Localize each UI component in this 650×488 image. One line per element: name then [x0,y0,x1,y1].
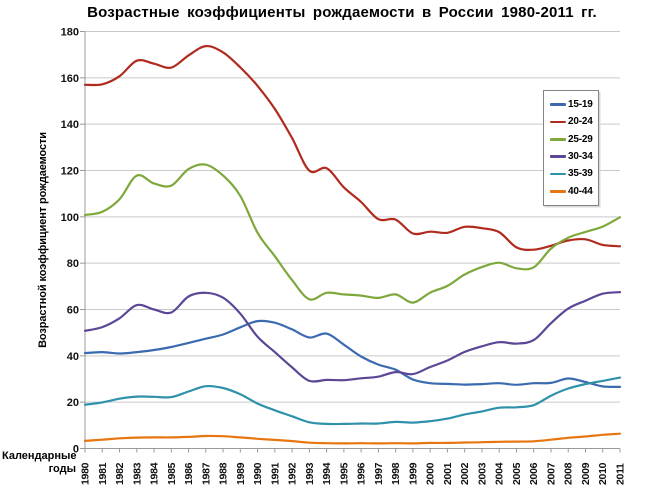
legend-swatch-30-34 [550,155,566,158]
y-tick-label: 180 [61,27,79,39]
legend-label: 40-44 [568,185,593,197]
y-tick-label: 20 [67,397,79,409]
x-axis-title-line1: Календарные [2,450,77,462]
x-tick-label: 1982 [114,462,126,485]
x-tick-label: 1986 [183,462,195,485]
x-tick-label: 1998 [390,462,402,485]
legend-item-25-29: 25-29 [550,132,598,147]
x-tick-label: 1991 [269,462,281,485]
chart-title: Возрастные коэффициенты рождаемости в Ро… [87,4,597,21]
y-tick-label: 60 [67,305,79,317]
legend-swatch-25-29 [550,138,566,141]
x-tick-label: 1996 [356,462,368,485]
y-tick-label: 120 [61,166,79,178]
x-tick-label: 2002 [459,462,471,485]
legend-swatch-15-19 [550,103,566,106]
legend-label: 25-29 [568,133,593,145]
x-tick-label: 1985 [166,462,178,485]
x-tick-label: 1992 [287,462,299,485]
x-tick-label: 2004 [494,462,506,485]
x-tick-label: 2006 [528,462,540,485]
y-tick-label: 40 [67,351,79,363]
x-tick-label: 2011 [615,463,627,485]
legend-item-35-39: 35-39 [550,166,598,181]
x-tick-label: 1989 [235,462,247,485]
legend-label: 30-34 [568,151,593,163]
legend: 15-19 20-24 25-29 30-34 35-39 40-44 [543,90,599,206]
x-tick-label: 1993 [304,462,316,485]
legend-label: 15-19 [568,99,593,111]
x-tick-label: 2005 [511,462,523,485]
x-tick-label: 2007 [545,462,557,485]
x-tick-label: 1981 [97,462,109,485]
x-tick-label: 2008 [563,462,575,485]
y-tick-label: 160 [61,73,79,85]
series-line-40-44 [83,432,622,445]
y-tick-label: 100 [61,212,79,224]
x-tick-label: 2001 [442,462,454,485]
legend-item-30-34: 30-34 [550,149,598,164]
x-tick-label: 2009 [580,462,592,485]
x-axis-title: Календарные годы [2,450,77,476]
y-tick-label: 140 [61,119,79,131]
series-line-15-19 [83,319,622,389]
x-tick-label: 1999 [407,462,419,485]
x-tick-label: 1988 [218,462,230,485]
y-tick-label: 0 [73,444,79,456]
legend-item-15-19: 15-19 [550,97,598,112]
x-axis-title-line2: годы [48,463,76,475]
x-tick-label: 2010 [597,462,609,485]
legend-swatch-35-39 [550,172,566,176]
x-tick-label: 2000 [425,462,437,485]
series-line-35-39 [83,376,622,426]
y-tick-label: 80 [67,258,79,270]
legend-item-40-44: 40-44 [550,184,598,199]
x-tick-label: 1984 [149,462,161,485]
x-tick-label: 1997 [373,462,385,485]
legend-swatch-20-24 [550,120,566,124]
series-line-30-34 [83,291,622,383]
legend-label: 35-39 [568,168,593,180]
legend-label: 20-24 [568,116,593,128]
x-tick-label: 1994 [321,462,333,485]
x-tick-label: 1987 [200,462,212,485]
series-line-25-29 [83,163,622,304]
x-tick-label: 1995 [338,462,350,485]
series-line-20-24 [83,44,622,251]
x-tick-label: 2003 [476,462,488,485]
x-tick-label: 1983 [131,462,143,485]
x-tick-label: 1980 [80,462,92,485]
legend-swatch-40-44 [550,190,566,193]
legend-item-20-24: 20-24 [550,114,598,129]
x-tick-label: 1990 [252,462,264,485]
